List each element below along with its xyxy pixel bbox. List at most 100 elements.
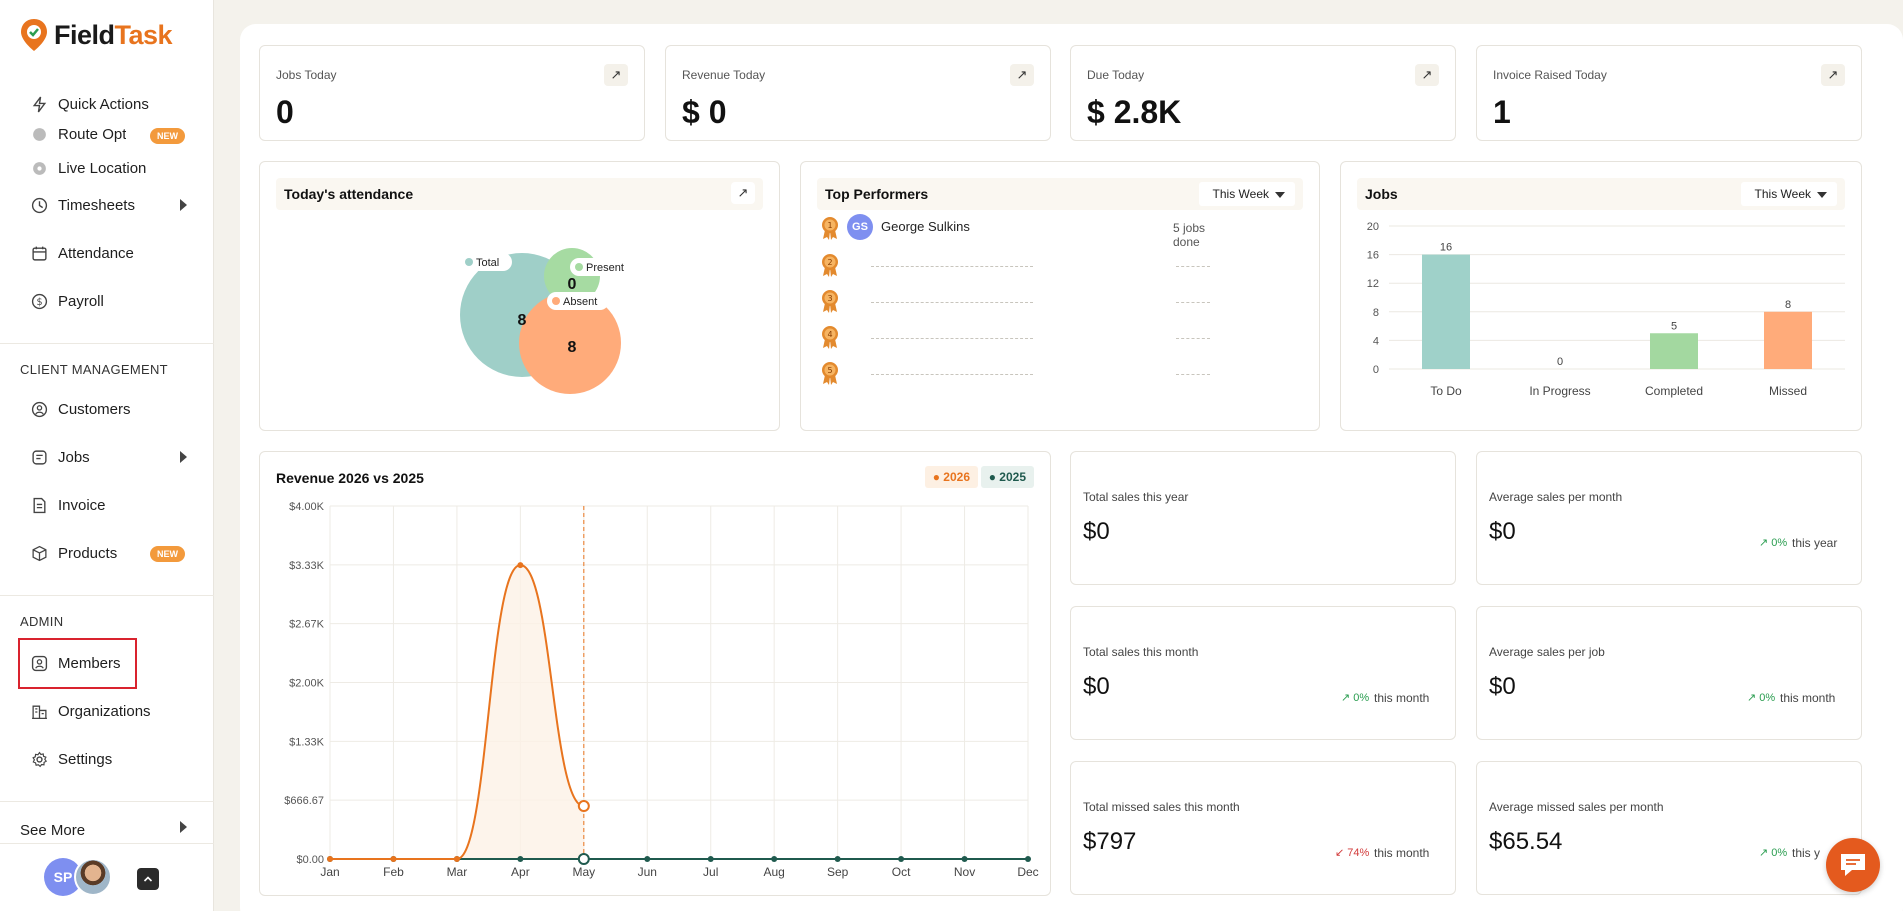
app-logo[interactable]: FieldTask (20, 18, 173, 52)
trend-percent: ↗ 0% (1759, 537, 1788, 549)
trend-percent: ↗ 0% (1747, 692, 1776, 704)
placeholder-line (1176, 338, 1210, 339)
sidebar-item-label: Payroll (58, 292, 104, 310)
x-tick-label: May (572, 865, 595, 879)
sidebar-item-settings[interactable]: Settings (30, 747, 112, 771)
sidebar-item-products[interactable]: Products (30, 541, 117, 565)
sidebar-item-label: Route Opt (58, 125, 127, 143)
point-2025 (644, 856, 651, 862)
invoice-icon (30, 496, 48, 514)
timesheets-expand-icon[interactable] (180, 199, 187, 211)
payroll-icon: $ (30, 292, 48, 310)
metric-title: Total sales this month (1083, 645, 1199, 659)
stat-value: $ 0 (682, 94, 727, 130)
y-tick-label: $666.67 (284, 795, 324, 807)
sidebar-divider (0, 343, 214, 344)
metric-card: Total sales this month $0 ↗ 0% this mont… (1070, 606, 1456, 740)
placeholder-line (871, 338, 1033, 339)
stat-title: Jobs Today (276, 68, 337, 82)
open-arrow-icon[interactable]: ↗ (604, 64, 628, 86)
stat-card-jobs-today[interactable]: Jobs Today 0 ↗ (259, 45, 645, 141)
sidebar-item-organizations[interactable]: Organizations (30, 699, 151, 723)
sidebar-item-quick-actions[interactable]: Quick Actions (30, 92, 149, 116)
x-tick-label: Feb (383, 865, 404, 879)
collapse-sidebar-button[interactable] (137, 868, 159, 890)
absent-value: 8 (568, 339, 577, 356)
jobs-bar-chart: 0 4 8 12 16 20 16 To Do 0 In Progress 5 Completed 8 M… (1367, 221, 1845, 398)
x-tick-label: Jan (320, 865, 339, 879)
present-dot (575, 263, 583, 271)
user-profile[interactable]: SP (44, 858, 112, 896)
trend-period: this year (1792, 536, 1838, 550)
stat-card-invoice-raised[interactable]: Invoice Raised Today 1 ↗ (1476, 45, 1862, 141)
x-tick-label: Oct (892, 865, 911, 879)
logo-pin-icon (21, 19, 47, 51)
sidebar-item-route-opt[interactable]: Route Opt (30, 123, 126, 145)
sidebar-item-payroll[interactable]: $ Payroll (30, 289, 104, 313)
trend-period: this y (1792, 846, 1821, 860)
location-icon (30, 159, 48, 177)
sidebar-item-invoice[interactable]: Invoice (30, 493, 106, 517)
trend-period: this month (1780, 691, 1836, 705)
open-arrow-icon[interactable]: ↗ (731, 182, 755, 204)
chevron-up-icon (143, 876, 153, 882)
absent-label: Absent (563, 296, 597, 308)
trend-period: this month (1374, 691, 1430, 705)
stat-card-revenue-today[interactable]: Revenue Today $ 0 ↗ (665, 45, 1051, 141)
open-arrow-icon[interactable]: ↗ (1415, 64, 1439, 86)
jobs-title: Jobs (1365, 186, 1398, 202)
jobs-period-select[interactable]: This Week (1740, 182, 1837, 206)
sidebar-item-label: Attendance (58, 244, 134, 262)
trend-period: this month (1374, 846, 1430, 860)
sidebar-item-customers[interactable]: Customers (30, 397, 131, 421)
customer-icon (30, 400, 48, 418)
chat-support-button[interactable] (1826, 838, 1880, 892)
sidebar-item-attendance[interactable]: Attendance (30, 241, 134, 265)
jobs-expand-icon[interactable] (180, 451, 187, 463)
see-more-expand-icon[interactable] (180, 821, 187, 833)
open-arrow-icon[interactable]: ↗ (1010, 64, 1034, 86)
new-badge: NEW (150, 128, 185, 144)
sidebar-item-label: Jobs (58, 448, 90, 466)
top-performers-period-select[interactable]: This Week (1198, 182, 1295, 206)
performer-name: George Sulkins (881, 219, 970, 234)
point-2026 (327, 856, 333, 862)
total-label: Total (476, 257, 499, 269)
sidebar-item-label: Live Location (58, 159, 147, 177)
sidebar-item-live-location[interactable]: Live Location (30, 156, 146, 180)
performer-row[interactable]: 1 GS George Sulkins 5 jobs done (821, 214, 1221, 249)
sidebar-divider (0, 801, 214, 802)
app-name: FieldTask (54, 19, 173, 50)
point-2025 (771, 856, 778, 862)
metric-value: $65.54 (1489, 828, 1563, 855)
sidebar-item-jobs[interactable]: Jobs (30, 445, 90, 469)
point-2025 (834, 856, 841, 862)
legend-2025[interactable]: ● 2025 (980, 466, 1034, 488)
y-tick-label: 8 (1373, 307, 1379, 319)
bar-value-label: 16 (1440, 242, 1452, 254)
active-point-2025 (577, 853, 590, 865)
metric-title: Average sales per job (1489, 645, 1605, 659)
point-2025 (1025, 856, 1031, 862)
sidebar-item-timesheets[interactable]: Timesheets (30, 193, 135, 217)
medal-icon: 4 (822, 326, 838, 349)
absent-circle (519, 292, 621, 394)
legend-2026[interactable]: ● 2026 (924, 466, 978, 488)
attendance-card: Today's attendance ↗ 8 0 8 Total Present… (259, 161, 780, 431)
see-more-button[interactable]: See More (20, 818, 85, 842)
dashboard-main: Jobs Today 0 ↗ Revenue Today $ 0 ↗ Due T… (240, 24, 1903, 911)
svg-text:2: 2 (827, 258, 832, 267)
svg-text:3: 3 (827, 294, 832, 303)
open-arrow-icon[interactable]: ↗ (1821, 64, 1845, 86)
sidebar-item-members[interactable]: Members (30, 651, 121, 675)
bar-value-label: 0 (1557, 356, 1563, 368)
metric-value: $0 (1489, 518, 1516, 545)
revenue-card: Revenue 2026 vs 2025 ● 2026 ● 2025 $0.00… (259, 451, 1051, 896)
stat-card-due-today[interactable]: Due Today $ 2.8K ↗ (1070, 45, 1456, 141)
y-tick-label: $2.00K (289, 678, 325, 690)
svg-text:4: 4 (827, 330, 832, 339)
performer-row-empty: 5 (821, 361, 1221, 385)
metric-title: Total missed sales this month (1083, 800, 1240, 814)
point-2025 (961, 856, 968, 862)
point-2025 (898, 856, 905, 862)
